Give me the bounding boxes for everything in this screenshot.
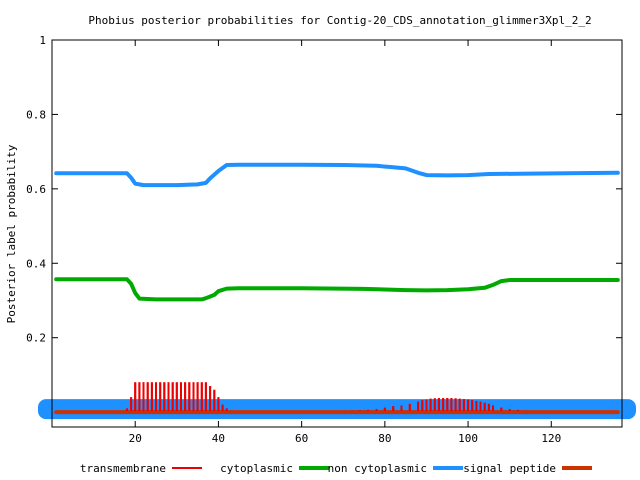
legend-label: signal peptide: [463, 462, 556, 475]
chart-title: Phobius posterior probabilities for Cont…: [88, 14, 591, 27]
y-tick-label: 0.8: [26, 108, 46, 121]
zero-band: [38, 399, 636, 420]
x-tick-label: 20: [129, 432, 142, 445]
overlay-series: [56, 382, 618, 414]
legend: transmembrane cytoplasmic non cytoplasmic s…: [80, 462, 592, 475]
y-tick-label: 1: [39, 34, 46, 47]
y-tick-label: 0.2: [26, 332, 46, 345]
y-tick-label: 0.6: [26, 183, 46, 196]
x-tick-label: 80: [378, 432, 391, 445]
plot-frame: [51, 39, 623, 428]
x-tick-label: 40: [212, 432, 225, 445]
series-cytoplasmic: [54, 277, 620, 302]
legend-label: cytoplasmic: [220, 462, 293, 475]
legend-label: non cytoplasmic: [328, 462, 427, 475]
x-tick-label: 120: [541, 432, 561, 445]
series-non-cytoplasmic: [54, 162, 620, 188]
series-line-cytoplasmic: [54, 277, 620, 302]
x-tick-label: 60: [295, 432, 308, 445]
x-tick-label: 100: [458, 432, 478, 445]
y-tick-label: 0.4: [26, 257, 46, 270]
y-axis-label: Posterior label probability: [5, 144, 18, 323]
legend-label: transmembrane: [80, 462, 166, 475]
series-layer: [38, 162, 636, 420]
series-line-non-cytoplasmic: [54, 162, 620, 188]
